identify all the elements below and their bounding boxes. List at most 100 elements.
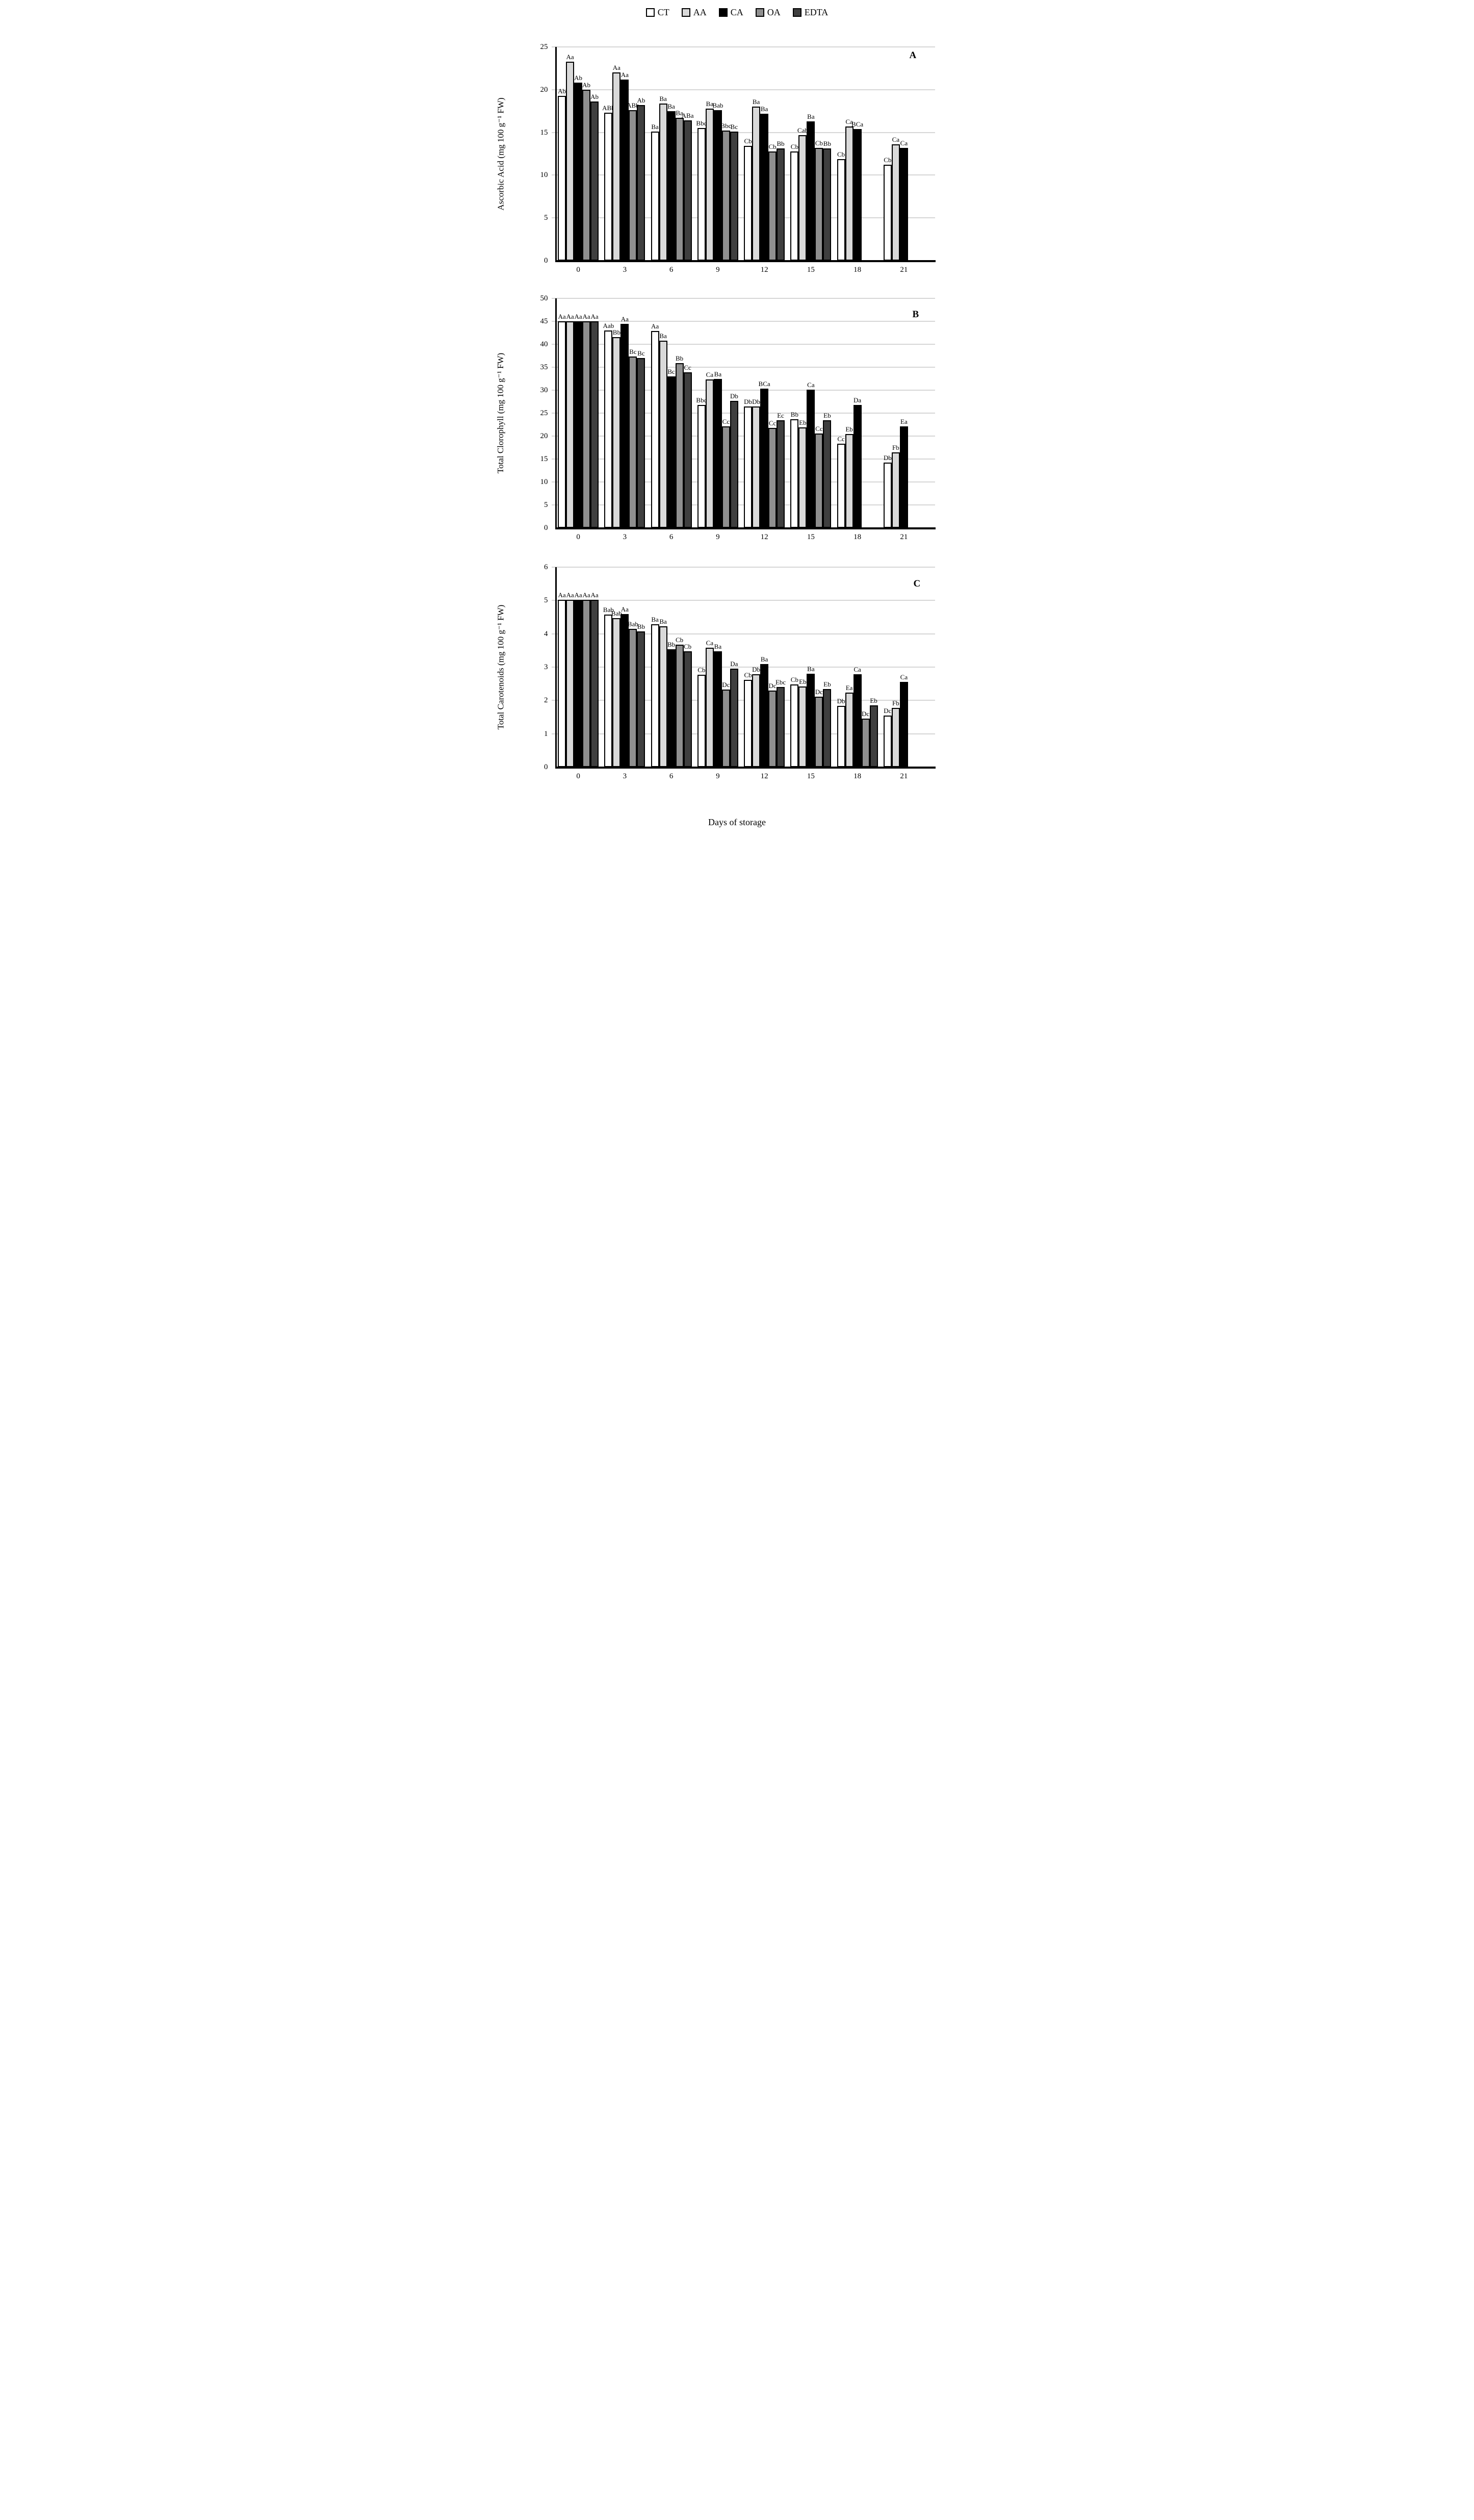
- significance-label-ct-day6: Aa: [651, 322, 659, 330]
- bar-edta-day3: [637, 631, 645, 767]
- significance-label-aa-day21: Ca: [892, 136, 900, 144]
- significance-label-ca-day0: Aa: [574, 313, 582, 320]
- bar-aa-day12: [752, 406, 761, 528]
- bar-ca-day18: [853, 404, 862, 528]
- bar-aa-day0: [566, 600, 575, 767]
- significance-label-ca-day21: Ca: [900, 139, 908, 147]
- bar-aa-day18: [845, 126, 854, 261]
- significance-label-ct-day21: Db: [883, 454, 892, 462]
- bar-ca-day3: [620, 614, 629, 767]
- bar-oa-day3: [629, 357, 637, 528]
- bar-ct-day0: [558, 95, 566, 261]
- gridline: [551, 600, 935, 601]
- significance-label-aa-day6: Ba: [659, 618, 667, 626]
- bar-ct-day3: [604, 330, 613, 528]
- y-axis-title-a: Ascorbic Acid (mg 100 g⁻¹ FW): [496, 97, 506, 211]
- bar-edta-day15: [823, 148, 832, 261]
- bar-aa-day9: [705, 648, 714, 767]
- y-axis-title-c: Total Carotenoids (mg 100 g⁻¹ FW): [496, 604, 506, 730]
- bar-ct-day0: [558, 321, 566, 528]
- significance-label-ca-day15: Ca: [807, 381, 815, 389]
- x-tick-label: 0: [576, 266, 580, 274]
- bar-ca-day0: [574, 321, 583, 528]
- significance-label-oa-day6: Bb: [676, 354, 684, 362]
- gridline: [551, 298, 935, 299]
- bar-edta-day6: [683, 120, 692, 261]
- significance-label-ca-day21: Ca: [900, 673, 908, 681]
- significance-label-edta-day0: Ab: [590, 93, 599, 101]
- significance-label-ct-day9: Cb: [697, 666, 706, 674]
- significance-label-oa-day6: Ba: [676, 109, 683, 117]
- significance-label-ca-day3: Aa: [620, 605, 629, 613]
- bar-ca-day6: [667, 649, 676, 767]
- bar-ct-day9: [697, 675, 706, 767]
- gridline: [551, 633, 935, 634]
- significance-label-ct-day6: Ba: [651, 616, 659, 624]
- significance-label-ct-day21: Dc: [884, 706, 892, 715]
- bar-ct-day18: [837, 159, 845, 261]
- legend-label-edta: EDTA: [804, 7, 829, 17]
- significance-label-ct-day15: Bb: [790, 410, 798, 418]
- y-axis-line: [555, 567, 557, 767]
- y-tick-label: 25: [540, 43, 548, 51]
- significance-label-ca-day18: Ca: [854, 666, 861, 674]
- bar-aa-day9: [705, 379, 714, 528]
- legend-label-ca: CA: [730, 7, 743, 17]
- x-tick-label: 15: [807, 533, 815, 541]
- legend-swatch-aa: [681, 8, 690, 17]
- x-tick-label: 6: [669, 772, 674, 780]
- y-axis-line: [555, 298, 557, 528]
- legend-swatch-edta: [792, 8, 801, 17]
- bar-ca-day0: [574, 83, 583, 261]
- plot-area-a: 0 5 10 15 20 25 Ab Aa Ab Ab Ab 0 ABb Aa Aa ABb Ab 3 Ba Ba Ba…: [540, 43, 936, 274]
- significance-label-aa-day15: Eb: [799, 418, 807, 426]
- legend-swatch-ca: [718, 8, 728, 17]
- bar-edta-day6: [683, 372, 692, 528]
- bar-aa-day15: [798, 427, 807, 528]
- bar-oa-day12: [768, 151, 777, 261]
- legend-item-oa: OA: [755, 7, 781, 18]
- significance-label-oa-day0: Aa: [582, 591, 590, 599]
- bar-ct-day18: [837, 444, 845, 528]
- bar-aa-day21: [891, 452, 900, 528]
- significance-label-oa-day0: Ab: [582, 81, 591, 89]
- significance-label-oa-day18: Dc: [862, 710, 870, 718]
- significance-label-ct-day12: Db: [744, 397, 753, 405]
- x-tick-label: 0: [576, 533, 580, 541]
- significance-label-oa-day9: Bbc: [720, 122, 732, 130]
- y-tick-label: 10: [540, 478, 548, 486]
- bar-ca-day15: [807, 121, 815, 261]
- x-tick-label: 18: [854, 772, 862, 780]
- gridline: [551, 667, 935, 668]
- x-tick-label: 3: [623, 772, 627, 780]
- x-tick-label: 0: [576, 772, 580, 780]
- significance-label-ca-day12: BCa: [758, 380, 770, 388]
- bar-aa-day18: [845, 434, 854, 528]
- bar-ca-day21: [899, 426, 908, 528]
- significance-label-ca-day9: Bab: [712, 101, 723, 109]
- x-tick-label: 9: [716, 533, 720, 541]
- significance-label-oa-day9: Dc: [722, 681, 730, 689]
- x-tick-label: 15: [807, 266, 815, 274]
- significance-label-aa-day12: Db: [752, 398, 761, 406]
- y-tick-label: 35: [540, 363, 548, 371]
- bar-edta-day0: [590, 101, 599, 261]
- significance-label-edta-day6: Cb: [684, 642, 692, 650]
- significance-label-ca-day6: Bb: [667, 641, 676, 649]
- significance-label-ct-day18: Cc: [837, 435, 845, 443]
- bar-oa-day9: [721, 131, 730, 261]
- bar-oa-day18: [861, 719, 870, 767]
- panel-label-c: C: [913, 578, 921, 589]
- bar-ct-day0: [558, 600, 566, 767]
- legend-label-aa: AA: [693, 7, 707, 17]
- bar-edta-day9: [730, 400, 738, 528]
- gridline: [551, 436, 935, 437]
- significance-label-edta-day12: Ec: [777, 411, 784, 419]
- x-tick-label: 3: [623, 266, 627, 274]
- gridline: [551, 89, 935, 90]
- x-tick-label: 21: [900, 533, 908, 541]
- significance-label-ca-day3: Aa: [620, 70, 629, 79]
- bar-ct-day21: [883, 715, 892, 767]
- bar-ca-day21: [899, 147, 908, 261]
- significance-label-ct-day9: Bbc: [696, 396, 707, 404]
